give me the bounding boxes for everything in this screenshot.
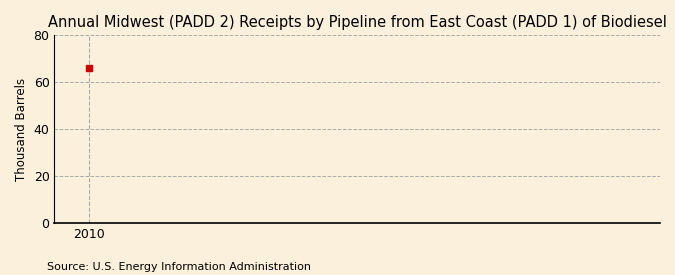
Title: Annual Midwest (PADD 2) Receipts by Pipeline from East Coast (PADD 1) of Biodies: Annual Midwest (PADD 2) Receipts by Pipe… [48, 15, 667, 30]
Y-axis label: Thousand Barrels: Thousand Barrels [15, 78, 28, 181]
Text: Source: U.S. Energy Information Administration: Source: U.S. Energy Information Administ… [47, 262, 311, 272]
